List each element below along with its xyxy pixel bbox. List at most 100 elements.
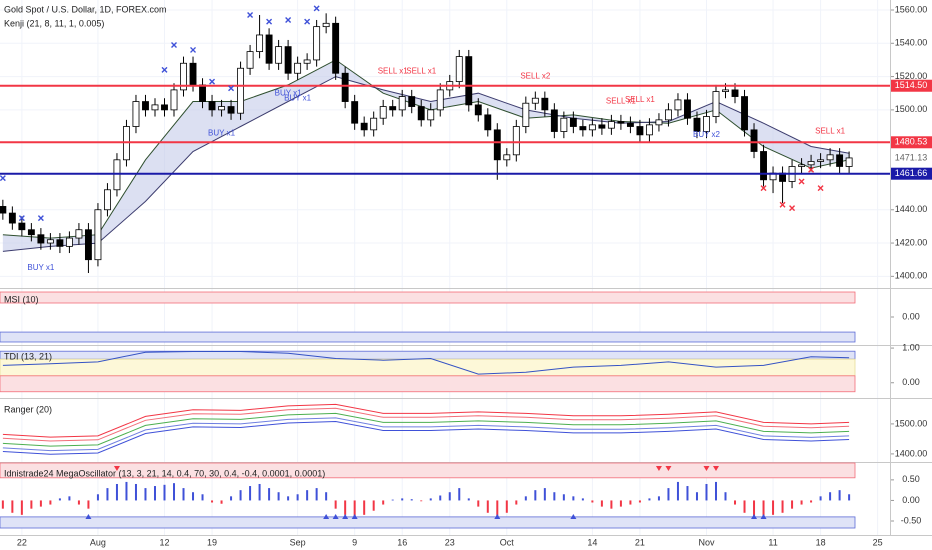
histogram-bar xyxy=(182,488,185,501)
candle-body xyxy=(341,72,349,102)
signal-cross xyxy=(171,41,178,48)
histogram-bar xyxy=(838,490,841,501)
top-signal xyxy=(712,466,719,471)
histogram-bar xyxy=(144,488,147,501)
candle-body xyxy=(313,26,321,61)
signal-cross xyxy=(313,5,320,12)
histogram-bar xyxy=(819,496,822,501)
candle-body xyxy=(332,22,340,74)
candle-body xyxy=(389,106,397,111)
signal-cross xyxy=(808,166,815,173)
histogram-bar xyxy=(600,500,603,507)
candle-body xyxy=(322,22,330,28)
x-tick-label: 23 xyxy=(445,537,455,547)
candle-body xyxy=(807,161,815,166)
signal-cross xyxy=(18,215,25,222)
histogram-bar xyxy=(401,498,404,501)
panel-title: Idnistrade24 MegaOscillator (13, 3, 21, … xyxy=(4,468,325,478)
signal-cross xyxy=(760,185,767,192)
histogram-bar xyxy=(743,500,746,513)
histogram-bar xyxy=(249,486,252,501)
candle-body xyxy=(617,121,625,124)
bottom-signal xyxy=(85,514,92,519)
histogram-bar xyxy=(296,494,299,501)
signal-cross xyxy=(0,175,6,182)
histogram-bar xyxy=(1,500,4,509)
y-tick-label: 0.00 xyxy=(902,495,920,505)
candle-body xyxy=(684,99,691,119)
histogram-bar xyxy=(420,500,423,502)
y-tick-label: 1500.00 xyxy=(895,418,928,428)
candle-body xyxy=(417,106,425,121)
bottom-signal xyxy=(494,514,501,519)
histogram-bar xyxy=(534,490,537,501)
candle-body xyxy=(465,56,473,106)
signal-cross xyxy=(285,16,292,23)
candle-body xyxy=(750,129,758,152)
candle-body xyxy=(579,126,587,131)
candle-body xyxy=(275,46,283,64)
histogram-bar xyxy=(562,494,565,501)
candle-body xyxy=(493,129,501,161)
histogram-bar xyxy=(134,483,137,501)
candle-body xyxy=(484,114,492,131)
candle-body xyxy=(351,101,359,124)
band xyxy=(0,331,856,343)
bottom-signal xyxy=(342,514,349,519)
histogram-bar xyxy=(353,500,356,517)
candle-body xyxy=(607,121,615,129)
histogram-bar xyxy=(68,496,71,501)
candle-body xyxy=(256,34,264,53)
y-tick-label: 1400.00 xyxy=(895,448,928,458)
candle-body xyxy=(665,109,672,121)
histogram-bar xyxy=(477,500,480,507)
candle-body xyxy=(541,97,549,111)
signal-label: SELL x1 xyxy=(378,67,408,76)
candle-body xyxy=(227,106,235,114)
histogram-bar xyxy=(315,488,318,501)
histogram-bar xyxy=(230,496,233,501)
y-tick-label: 1400.00 xyxy=(895,271,928,281)
histogram-bar xyxy=(106,488,109,501)
y-tick-label: 1.00 xyxy=(902,342,920,352)
candle-body xyxy=(104,189,111,211)
candle-body xyxy=(569,117,577,127)
indicator-line xyxy=(2,407,850,442)
chart-subtitle: Kenji (21, 8, 11, 1, 0.005) xyxy=(4,18,104,28)
candle-body xyxy=(246,51,254,69)
histogram-bar xyxy=(439,495,442,501)
x-tick-label: 19 xyxy=(207,537,217,547)
signal-cross xyxy=(161,66,168,73)
candle-body xyxy=(760,151,767,181)
y-tick-label: 1560.00 xyxy=(895,4,928,14)
candle-body xyxy=(284,46,292,74)
signal-label: SELL x2 xyxy=(520,72,550,81)
chart-title: Gold Spot / U.S. Dollar, 1D, FOREX.com xyxy=(4,4,167,14)
candle-body xyxy=(208,101,216,111)
histogram-bar xyxy=(591,500,594,503)
signal-label: BUY x1 xyxy=(275,88,303,97)
candle-body xyxy=(142,101,149,111)
histogram-bar xyxy=(211,500,214,503)
candle-body xyxy=(512,126,520,156)
histogram-bar xyxy=(705,483,708,501)
x-tick-label: Nov xyxy=(698,537,715,547)
candle-body xyxy=(65,237,73,247)
histogram-bar xyxy=(505,500,508,513)
x-tick-label: 21 xyxy=(635,537,645,547)
histogram-bar xyxy=(657,496,660,501)
histogram-bar xyxy=(772,500,775,515)
candle-body xyxy=(560,117,568,132)
candle-body xyxy=(113,159,121,191)
bottom-signal xyxy=(570,514,577,519)
candle-body xyxy=(503,154,511,161)
y-tick-label: -0.50 xyxy=(901,515,922,525)
candle-body xyxy=(84,229,92,261)
level-label: 1480.53 xyxy=(895,137,928,147)
histogram-bar xyxy=(648,498,651,501)
y-tick-label: 1420.00 xyxy=(895,237,928,247)
candle-body xyxy=(712,91,720,117)
x-tick-label: 22 xyxy=(17,537,27,547)
histogram-bar xyxy=(125,481,128,501)
candle-body xyxy=(294,62,302,74)
